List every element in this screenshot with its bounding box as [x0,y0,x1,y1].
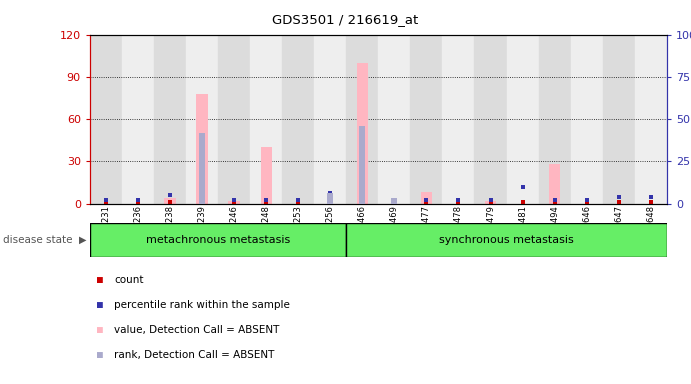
Text: synchronous metastasis: synchronous metastasis [439,235,574,245]
Bar [391,199,397,204]
Text: ▶: ▶ [79,235,86,245]
Text: metachronous metastasis: metachronous metastasis [146,235,290,245]
Bar [90,223,346,257]
Bar [186,35,218,204]
Bar [549,164,560,204]
Bar [122,35,154,204]
Text: disease state: disease state [3,235,73,245]
Text: ■: ■ [97,300,103,310]
Bar [218,35,250,204]
Bar [359,126,366,204]
Bar [635,35,667,204]
Bar [357,63,368,204]
Bar [421,192,432,204]
Text: ■: ■ [97,350,103,360]
Text: ■: ■ [97,325,103,335]
Bar [475,35,507,204]
Text: GDS3501 / 216619_at: GDS3501 / 216619_at [272,13,419,26]
Bar [196,94,207,204]
Bar [346,35,378,204]
Bar [327,194,333,204]
Bar [229,201,240,204]
Bar [507,35,538,204]
Text: percentile rank within the sample: percentile rank within the sample [114,300,290,310]
Bar [314,35,346,204]
Text: ■: ■ [97,275,103,285]
Bar [485,201,496,204]
Bar [261,147,272,204]
Bar [571,35,603,204]
Bar [199,132,205,204]
Bar [250,35,282,204]
Bar [282,35,314,204]
Text: value, Detection Call = ABSENT: value, Detection Call = ABSENT [114,325,279,335]
Bar [410,35,442,204]
Text: rank, Detection Call = ABSENT: rank, Detection Call = ABSENT [114,350,274,360]
Bar [538,35,571,204]
Bar [154,35,186,204]
Bar [164,198,176,204]
Bar [603,35,635,204]
Bar [379,35,410,204]
Bar [90,35,122,204]
Bar [346,223,667,257]
Bar [442,35,475,204]
Text: count: count [114,275,144,285]
